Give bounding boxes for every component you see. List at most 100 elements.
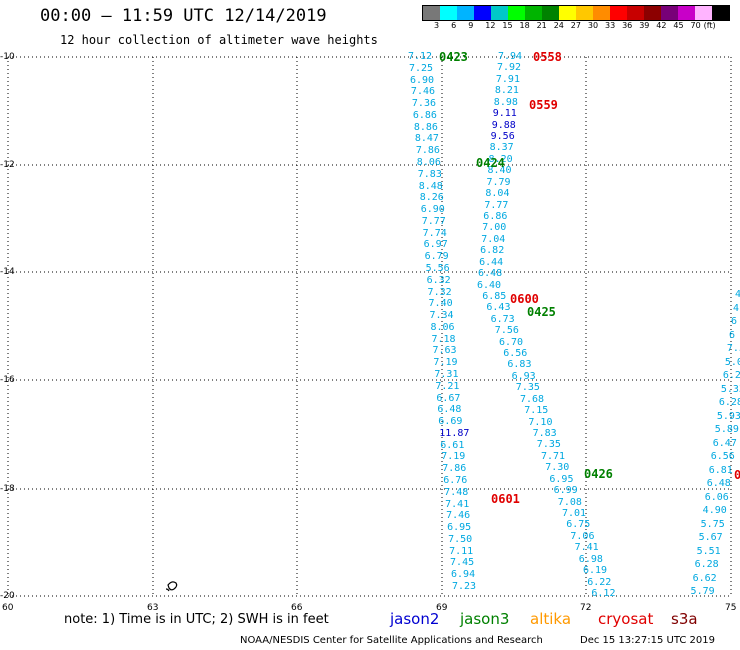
scale-swatch xyxy=(576,6,593,20)
wave-height-point-jason3-east: 6 xyxy=(728,329,735,341)
wave-height-point-jason3-east: 6.62 xyxy=(692,572,717,584)
wave-height-point-cryosat: 7.08 xyxy=(557,496,582,508)
scale-tick-label: 3 xyxy=(434,21,440,30)
legend-jason2: jason2 xyxy=(390,610,440,628)
scale-tick-label: 45 xyxy=(673,21,684,30)
scale-tick-label: 21 xyxy=(536,21,547,30)
scale-swatch xyxy=(525,6,542,20)
wave-height-point-jason3: 7.41 xyxy=(445,498,470,510)
wave-height-point-cryosat: 8.37 xyxy=(489,142,514,154)
wave-height-point-jason3: 7.21 xyxy=(435,380,460,392)
wave-height-point-jason3: 8.47 xyxy=(414,133,439,145)
longitude-label: 72 xyxy=(580,603,592,613)
wave-height-point-cryosat: 6.22 xyxy=(587,576,612,588)
scale-tick-label: 18 xyxy=(519,21,530,30)
wave-height-point-jason3-east: 4 xyxy=(732,302,739,314)
scale-tick-label: 33 xyxy=(605,21,616,30)
wave-height-point-jason3: 7.32 xyxy=(427,286,452,298)
wave-height-point-cryosat: 7.35 xyxy=(515,382,540,394)
wave-height-point-jason3-east: 5.67 xyxy=(698,532,723,543)
wave-height-point-jason3-east: 6.56 xyxy=(710,451,735,462)
pass-time-label: 0424 xyxy=(476,156,505,170)
wave-height-point-jason3-east: 6.81 xyxy=(708,464,733,476)
wave-height-point-cryosat: 7.56 xyxy=(494,325,519,337)
wave-height-point-jason3-east: 5.93 xyxy=(716,410,740,422)
wave-height-point-cryosat: 7.71 xyxy=(541,450,566,462)
page-subtitle: 12 hour collection of altimeter wave hei… xyxy=(60,33,378,47)
scale-tick-label: 9 xyxy=(468,21,474,30)
wave-height-point-cryosat: 6.99 xyxy=(553,485,578,497)
wave-height-point-cryosat: 6.70 xyxy=(499,336,524,348)
wave-height-point-jason3-east: 4.90 xyxy=(702,505,727,516)
wave-height-point-cryosat: 8.04 xyxy=(485,188,510,200)
wave-height-point-cryosat: 7.01 xyxy=(562,508,587,520)
wave-height-point-cryosat: 6.95 xyxy=(549,473,574,485)
wave-height-point-jason3: 7.19 xyxy=(441,451,466,463)
wave-height-point-cryosat: 9.88 xyxy=(491,119,516,131)
scale-swatch xyxy=(559,6,576,20)
latitude-label: -16 xyxy=(0,375,15,385)
island-outline xyxy=(165,581,178,592)
wave-height-point-jason3: 7.40 xyxy=(428,298,453,310)
scale-tick-label: 30 xyxy=(587,21,599,30)
scale-swatch xyxy=(678,6,695,20)
wave-height-point-jason3-east: 6.28 xyxy=(718,397,740,408)
wave-height-point-jason3: 7.48 xyxy=(444,486,469,498)
wave-height-point-cryosat: 8.98 xyxy=(493,96,518,108)
wave-height-point-jason3: 5.56 xyxy=(425,263,450,274)
wave-height-point-jason3-east: 7.5 xyxy=(726,343,740,354)
wave-height-point-jason3: 6.61 xyxy=(440,439,465,451)
wave-height-point-jason3: 7.63 xyxy=(432,345,457,357)
scale-tick-label: 36 xyxy=(622,21,633,30)
scale-unit-label: (ft) xyxy=(703,21,716,30)
wave-height-point-cryosat: 6.83 xyxy=(507,359,532,371)
latitude-label: -12 xyxy=(0,160,15,170)
pass-time-label: 0425 xyxy=(527,305,556,319)
wave-height-point-cryosat: 7.77 xyxy=(484,199,509,211)
latitude-label: -10 xyxy=(0,52,15,62)
wave-height-point-jason3: 7.34 xyxy=(429,310,454,322)
wave-height-point-jason3: 7.11 xyxy=(449,545,474,557)
legend-cryosat: cryosat xyxy=(598,610,654,628)
pass-time-label: 0426 xyxy=(584,467,613,481)
wave-height-point-cryosat: 8.20 xyxy=(488,153,513,165)
latitude-label: -20 xyxy=(0,591,15,601)
wave-height-point-cryosat: 7.68 xyxy=(520,393,545,405)
wave-height-point-jason3: 7.25 xyxy=(408,62,434,74)
wave-height-point-cryosat: 6.82 xyxy=(480,245,505,257)
wave-height-point-cryosat: 7.91 xyxy=(495,73,520,85)
scale-tick-label: 27 xyxy=(570,21,581,30)
footer-timestamp: Dec 15 13:27:15 UTC 2019 xyxy=(580,635,715,646)
wave-height-point-jason3-east: 6 xyxy=(730,316,737,327)
wave-height-point-cryosat: 6.43 xyxy=(486,302,511,314)
legend-altika: altika xyxy=(530,610,572,628)
scale-swatch xyxy=(457,6,474,20)
wave-height-point-jason3: 7.46 xyxy=(446,510,471,522)
wave-height-point-cryosat: 7.94 xyxy=(498,51,523,62)
wave-height-point-jason3-east: 5.51 xyxy=(696,545,721,557)
wave-height-point-cryosat: 8.40 xyxy=(487,165,512,177)
wave-height-point-cryosat: 7.30 xyxy=(545,462,570,474)
wave-height-point-jason3: 7.50 xyxy=(448,533,473,545)
wave-height-point-jason3: 11.87 xyxy=(439,427,470,439)
wave-height-point-jason3: 6.69 xyxy=(438,416,463,428)
scale-swatch xyxy=(474,6,491,20)
scale-swatch xyxy=(593,6,610,20)
wave-height-point-cryosat: 7.35 xyxy=(536,439,561,451)
wave-height-point-jason3-east: 5.33 xyxy=(720,383,740,395)
wave-height-point-cryosat: 7.00 xyxy=(482,222,507,234)
wave-height-point-jason3: 6.79 xyxy=(424,251,449,263)
wave-height-point-cryosat: 6.73 xyxy=(490,313,515,325)
scale-tick-label: 24 xyxy=(553,21,564,30)
longitude-label: 60 xyxy=(2,603,14,613)
longitude-label: 75 xyxy=(725,603,737,613)
wave-height-point-cryosat: 7.79 xyxy=(486,176,511,188)
wave-height-point-jason3: 6.90 xyxy=(420,204,445,216)
units-note: note: 1) Time is in UTC; 2) SWH is in fe… xyxy=(64,612,329,627)
wave-height-point-jason3: 6.95 xyxy=(447,522,472,534)
wave-height-point-jason3: 7.46 xyxy=(410,86,436,98)
wave-height-point-cryosat: 7.15 xyxy=(524,405,549,417)
wave-height-point-jason3: 6.76 xyxy=(443,475,468,486)
wave-height-point-jason3-east: 4 xyxy=(735,289,740,300)
scale-tick-label: 12 xyxy=(485,21,496,30)
